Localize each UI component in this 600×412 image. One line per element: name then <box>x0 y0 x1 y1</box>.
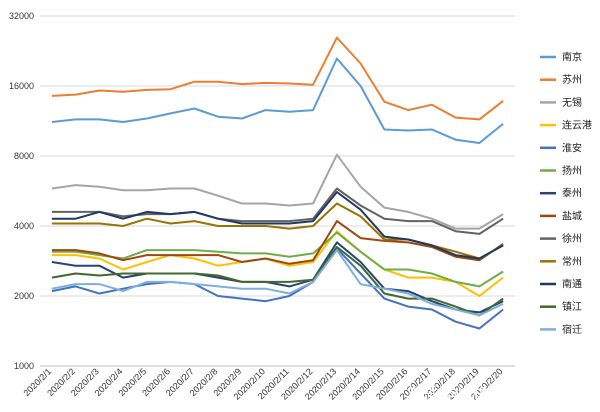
legend-label: 无锡 <box>562 96 582 109</box>
y-tick-label: 8000 <box>14 151 34 161</box>
legend-label: 镇江 <box>562 300 582 313</box>
legend-label: 徐州 <box>562 232 582 245</box>
legend-label: 泰州 <box>562 187 582 200</box>
legend-label: 盐城 <box>562 209 582 222</box>
y-tick-label: 16000 <box>9 81 34 91</box>
series-line-5 <box>51 231 504 288</box>
y-tick-label: 32000 <box>9 11 34 21</box>
legend-label: 宿迁 <box>562 323 582 336</box>
series-line-1 <box>51 36 504 121</box>
series-line-2 <box>51 153 504 230</box>
series-line-4 <box>51 247 504 330</box>
legend-label: 南通 <box>562 278 582 291</box>
legend-label: 扬州 <box>562 164 582 177</box>
series-line-11 <box>51 246 504 317</box>
watermark-text: 知乎 @资格拉底大王 <box>408 384 548 402</box>
series-line-3 <box>51 230 504 297</box>
y-tick-label: 1000 <box>14 361 34 371</box>
series-line-7 <box>51 220 504 265</box>
y-tick-label: 4000 <box>14 221 34 231</box>
legend-label: 常州 <box>562 255 582 268</box>
series-lines <box>51 36 504 330</box>
series-line-8 <box>51 187 504 235</box>
series-line-10 <box>51 191 504 260</box>
legend-label: 淮安 <box>562 141 582 154</box>
gridlines <box>40 15 515 367</box>
series-line-9 <box>51 202 504 260</box>
legend-label: 连云港 <box>562 119 592 132</box>
y-tick-label: 2000 <box>14 291 34 301</box>
axes: 100020004000800016000320002020/2/12020/2… <box>9 11 515 402</box>
legend-label: 南京 <box>562 51 582 64</box>
series-line-12 <box>51 249 504 317</box>
series-line-0 <box>51 57 504 144</box>
legend-label: 苏州 <box>562 73 582 86</box>
